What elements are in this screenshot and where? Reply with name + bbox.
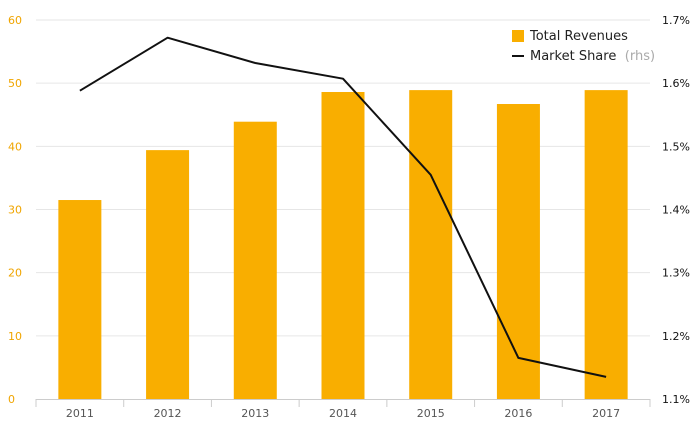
left-tick-label: 0 <box>8 393 15 406</box>
right-tick-label: 1.5% <box>662 140 690 153</box>
legend-label-market-share-note: (rhs) <box>625 49 655 64</box>
right-tick-label: 1.4% <box>662 204 690 217</box>
market-share-line-group <box>79 36 607 378</box>
total-revenues-bars <box>58 90 628 400</box>
market-share-line <box>79 36 607 378</box>
right-tick-label: 1.7% <box>662 14 690 27</box>
legend-swatch-total-revenues <box>512 30 524 42</box>
left-tick-label: 60 <box>8 14 22 27</box>
bar-total-revenues-2017 <box>584 90 628 400</box>
x-tick-label-2011: 2011 <box>66 407 94 420</box>
x-tick-label-2013: 2013 <box>241 407 269 420</box>
x-axis: 2011 2012 2013 2014 2015 2016 2017 <box>35 399 651 420</box>
right-tick-label: 1.3% <box>662 267 690 280</box>
x-tick-label-2012: 2012 <box>154 407 182 420</box>
left-tick-label: 40 <box>8 140 22 153</box>
right-tick-label: 1.2% <box>662 330 690 343</box>
bar-total-revenues-2016 <box>496 104 540 400</box>
bar-total-revenues-2015 <box>409 90 453 400</box>
x-tick-label-2017: 2017 <box>592 407 620 420</box>
x-tick-label-2016: 2016 <box>504 407 532 420</box>
left-tick-label: 30 <box>8 204 22 217</box>
legend-label-market-share-text: Market Share <box>530 49 616 64</box>
x-tick-label-2014: 2014 <box>329 407 357 420</box>
left-tick-label: 20 <box>8 267 22 280</box>
left-tick-label: 50 <box>8 77 22 90</box>
bar-total-revenues-2013 <box>233 121 277 399</box>
left-tick-label: 10 <box>8 330 22 343</box>
x-tick-label-2015: 2015 <box>417 407 445 420</box>
legend: Total Revenues Market Share (rhs) <box>512 29 655 64</box>
bar-total-revenues-2012 <box>146 150 190 399</box>
right-axis-ticks: 1.1% 1.2% 1.3% 1.4% 1.5% 1.6% 1.7% <box>662 14 690 406</box>
left-axis-ticks: 0 10 20 30 40 50 60 <box>8 14 22 406</box>
legend-label-total-revenues: Total Revenues <box>529 29 628 44</box>
legend-label-market-share: Market Share (rhs) <box>530 47 655 64</box>
bar-total-revenues-2011 <box>58 200 102 399</box>
bar-total-revenues-2014 <box>321 92 365 399</box>
right-tick-label: 1.1% <box>662 393 690 406</box>
right-tick-label: 1.6% <box>662 77 690 90</box>
